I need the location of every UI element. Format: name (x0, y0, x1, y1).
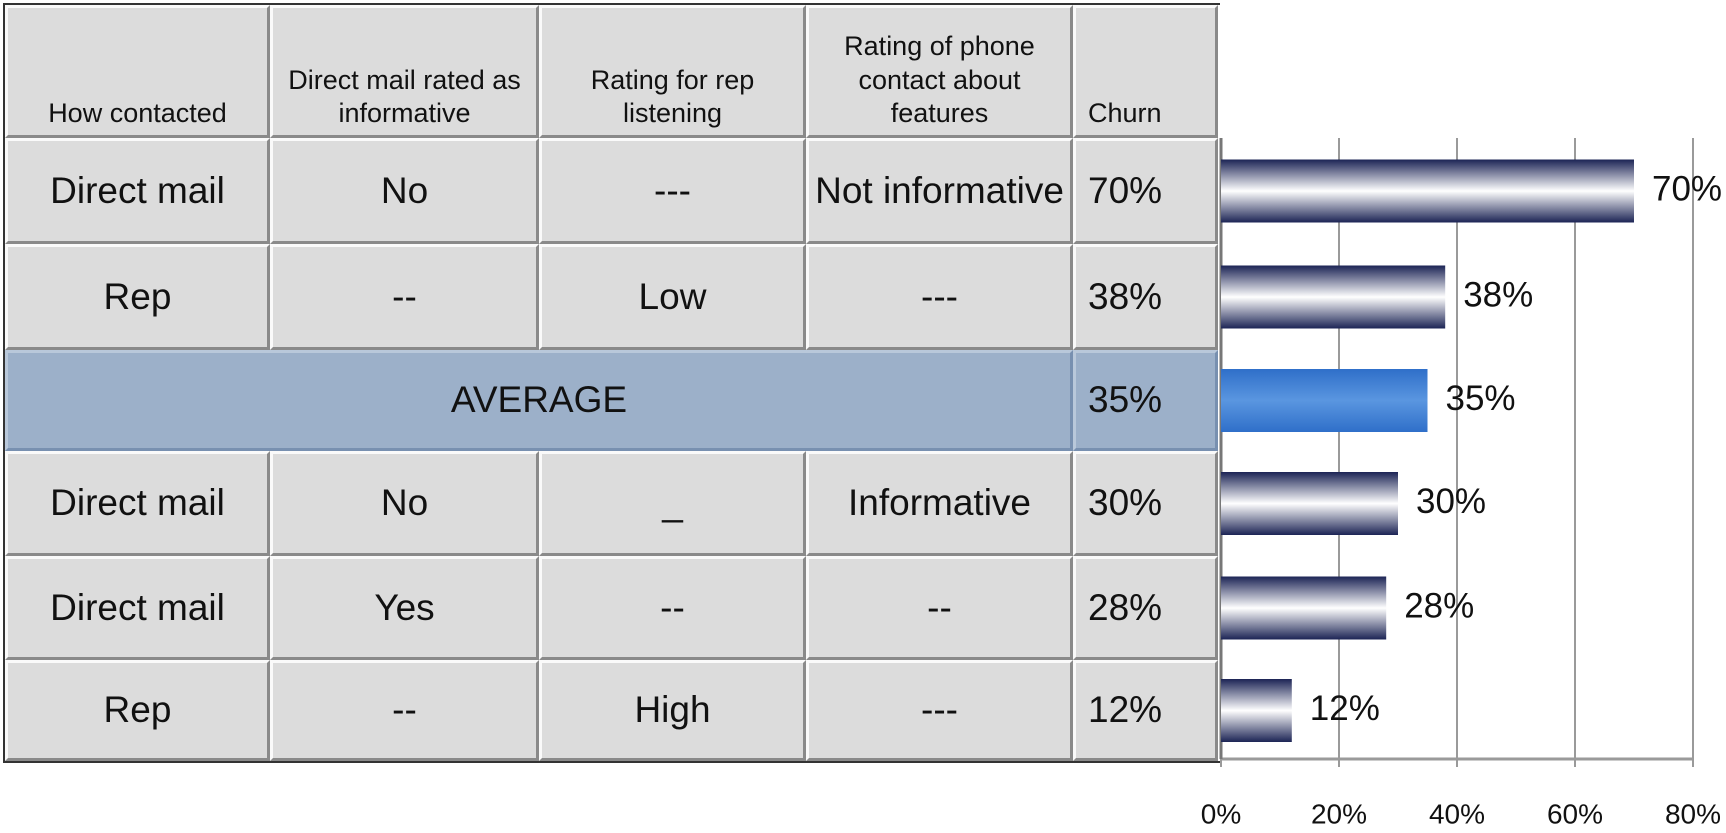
value-label: 38% (1463, 275, 1533, 314)
value-label: 35% (1446, 379, 1516, 418)
table-cell: Rep (5, 660, 270, 761)
x-tick-label: 60% (1547, 798, 1603, 829)
table-cell: Direct mail (5, 556, 270, 660)
table-cell: -- (270, 660, 539, 761)
table-cell: --- (539, 138, 806, 244)
table-cell: Rating for rep listening (539, 5, 806, 138)
table-cell: How contacted (5, 5, 270, 138)
table-cell: 12% (1073, 660, 1218, 761)
table-cell: _ (539, 451, 806, 556)
value-label: 28% (1404, 586, 1474, 625)
table-cell: 28% (1073, 556, 1218, 660)
table-cell: Direct mail (5, 451, 270, 556)
value-label: 12% (1310, 689, 1380, 728)
x-tick-label: 40% (1429, 798, 1485, 829)
value-label: 30% (1416, 482, 1486, 521)
value-label: 70% (1652, 169, 1722, 208)
x-tick-label: 0% (1201, 798, 1241, 829)
bar (1221, 265, 1446, 329)
table-cell: 38% (1073, 244, 1218, 350)
table-frame (3, 3, 1220, 763)
table-cell: 70% (1073, 138, 1218, 244)
table-cell: -- (806, 556, 1073, 660)
table-cell: AVERAGE (5, 350, 1073, 451)
x-tick-label: 20% (1311, 798, 1367, 829)
table-cell: Yes (270, 556, 539, 660)
table-cell: -- (539, 556, 806, 660)
table-cell: Churn (1073, 5, 1218, 138)
bar (1221, 369, 1428, 432)
bar (1221, 159, 1634, 223)
table-cell: Low (539, 244, 806, 350)
bar (1221, 472, 1398, 535)
bar (1221, 679, 1292, 742)
table-cell: No (270, 138, 539, 244)
x-tick-label: 80% (1665, 798, 1721, 829)
table-cell: 30% (1073, 451, 1218, 556)
table-cell: Direct mail rated as informative (270, 5, 539, 138)
table-cell: Not informative (806, 138, 1073, 244)
table-cell: --- (806, 660, 1073, 761)
table-cell: Direct mail (5, 138, 270, 244)
table-cell: Informative (806, 451, 1073, 556)
table-cell: Rep (5, 244, 270, 350)
table-cell: --- (806, 244, 1073, 350)
table-cell: 35% (1073, 350, 1218, 451)
table-cell: High (539, 660, 806, 761)
bar (1221, 576, 1387, 640)
table-cell: Rating of phone contact about features (806, 5, 1073, 138)
table-cell: -- (270, 244, 539, 350)
table-cell: No (270, 451, 539, 556)
